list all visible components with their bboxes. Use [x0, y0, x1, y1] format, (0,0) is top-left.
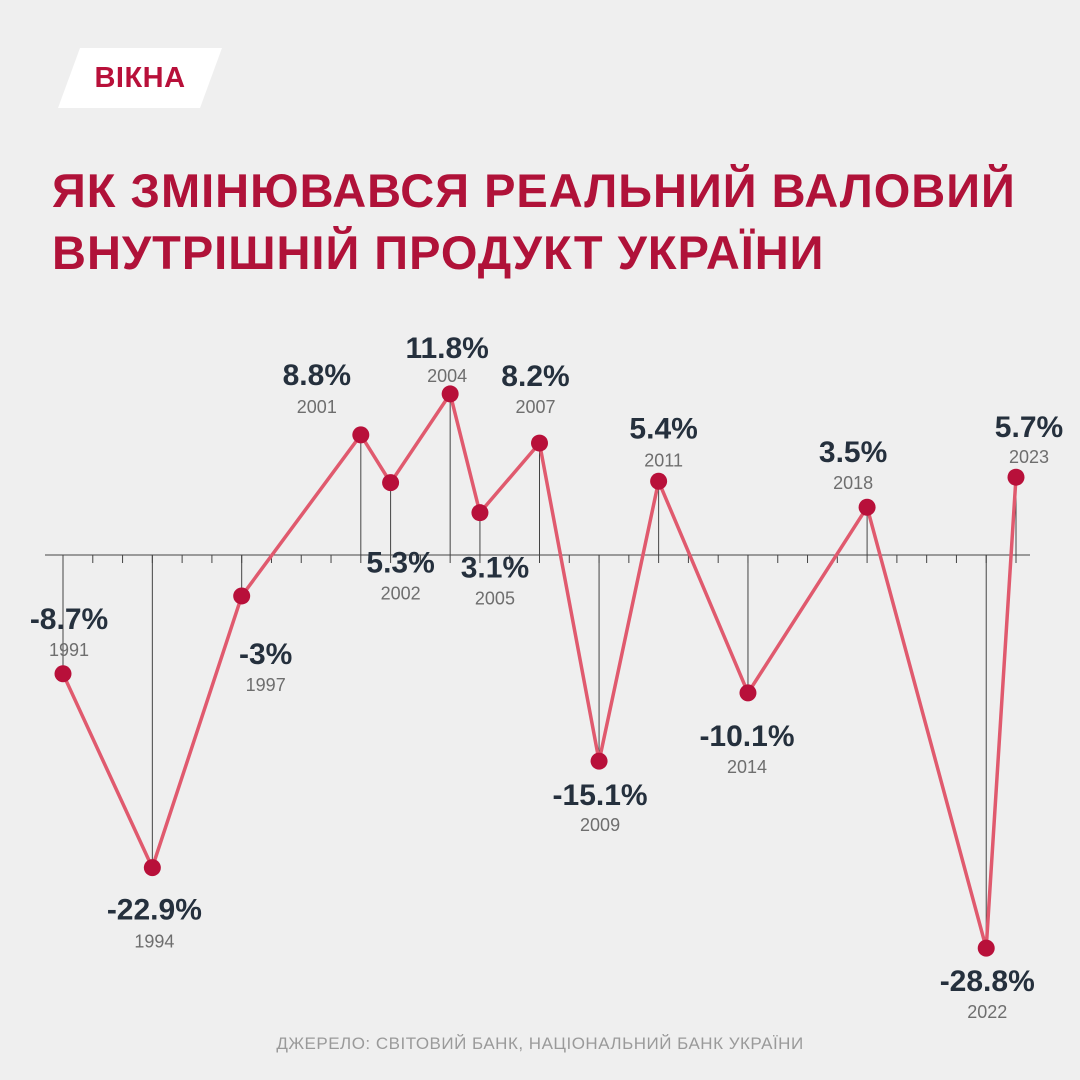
value-label-2018: 3.5% — [819, 436, 887, 469]
data-point-2011 — [650, 472, 668, 490]
value-label-2014: -10.1% — [699, 720, 794, 753]
year-label-2005: 2005 — [475, 589, 515, 609]
value-label-2005: 3.1% — [461, 552, 529, 585]
value-label-1991: -8.7% — [30, 603, 108, 636]
data-point-2023 — [1007, 468, 1025, 486]
value-label-1994: -22.9% — [107, 894, 202, 927]
year-label-2007: 2007 — [515, 397, 555, 417]
year-label-1991: 1991 — [49, 640, 89, 660]
year-label-2004: 2004 — [427, 366, 467, 386]
year-label-1997: 1997 — [246, 675, 286, 695]
year-label-2023: 2023 — [1009, 447, 1049, 467]
title-line-1: ЯК ЗМІНЮВАВСЯ РЕАЛЬНИЙ ВАЛОВИЙ — [52, 164, 1016, 217]
data-point-2022 — [977, 939, 995, 957]
data-point-2014 — [739, 684, 757, 702]
data-point-2004 — [441, 385, 459, 403]
year-label-2001: 2001 — [297, 397, 337, 417]
year-label-2014: 2014 — [727, 757, 767, 777]
value-label-1997: -3% — [239, 638, 292, 671]
data-point-1994 — [143, 859, 161, 877]
year-label-2022: 2022 — [967, 1002, 1007, 1022]
data-point-2007 — [531, 434, 548, 452]
title-line-2: ВНУТРІШНІЙ ПРОДУКТ УКРАЇНИ — [52, 226, 825, 279]
year-label-1994: 1994 — [134, 932, 174, 952]
data-point-1991 — [54, 665, 72, 683]
data-point-2005 — [471, 504, 489, 522]
logo-badge-shape — [58, 48, 222, 108]
value-label-2002: 5.3% — [366, 547, 434, 580]
gdp-series-line — [61, 392, 1018, 950]
source-note: ДЖЕРЕЛО: СВІТОВИЙ БАНК, НАЦІОНАЛЬНИЙ БАН… — [276, 1034, 804, 1053]
year-label-2011: 2011 — [644, 450, 683, 470]
value-label-2004: 11.8% — [405, 332, 488, 365]
value-label-2011: 5.4% — [629, 412, 697, 445]
data-point-2009 — [590, 752, 608, 770]
logo-text: ВІКНА — [94, 61, 186, 94]
value-label-2001: 8.8% — [283, 359, 351, 392]
year-label-2002: 2002 — [381, 584, 421, 604]
data-point-1997 — [233, 587, 251, 605]
value-label-2007: 8.2% — [501, 360, 569, 393]
page-title: ЯК ЗМІНЮВАВСЯ РЕАЛЬНИЙ ВАЛОВИЙ ВНУТРІШНІ… — [52, 160, 1042, 284]
data-point-2001 — [352, 426, 370, 444]
year-label-2018: 2018 — [833, 473, 873, 493]
brand-logo: ВІКНА — [58, 48, 222, 108]
data-point-2018 — [858, 498, 876, 516]
value-label-2023: 5.7% — [995, 411, 1063, 444]
data-point-2002 — [382, 474, 400, 492]
year-label-2009: 2009 — [580, 815, 620, 835]
value-label-2022: -28.8% — [940, 965, 1035, 998]
value-label-2009: -15.1% — [553, 779, 648, 812]
